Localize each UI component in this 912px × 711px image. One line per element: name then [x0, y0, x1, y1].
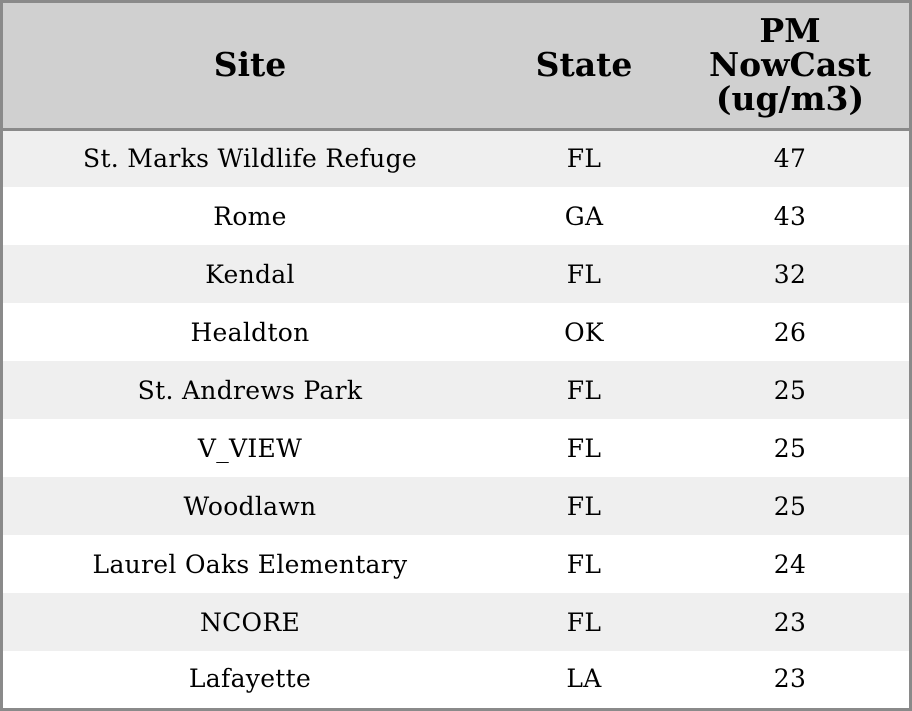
- table-row: Woodlawn FL 25: [3, 477, 909, 535]
- data-table: Site State PM NowCast (ug/m3) St. Marks Wild…: [3, 3, 909, 706]
- state-cell: LA: [566, 664, 602, 693]
- state-cell: FL: [566, 259, 602, 289]
- column-header-line: (ug/m3): [715, 79, 865, 119]
- state-cell: GA: [564, 201, 604, 231]
- site-cell: Laurel Oaks Elementary: [92, 549, 408, 579]
- pm-nowcast-cell: 25: [773, 433, 807, 463]
- site-cell: Rome: [213, 201, 287, 231]
- column-header-line: Site: [213, 45, 287, 85]
- table-row: V_VIEW FL 25: [3, 419, 909, 477]
- state-cell: FL: [566, 491, 602, 521]
- column-header-line: State: [535, 45, 633, 85]
- pm-nowcast-cell: 43: [773, 201, 807, 231]
- pm-nowcast-cell: 47: [773, 144, 807, 174]
- site-cell: V_VIEW: [197, 433, 303, 463]
- table-row: Laurel Oaks Elementary FL 24: [3, 535, 909, 593]
- state-cell: FL: [566, 549, 602, 579]
- pm-nowcast-cell: 32: [773, 259, 807, 289]
- site-cell: St. Andrews Park: [137, 375, 363, 405]
- pm-nowcast-cell: 23: [773, 607, 807, 637]
- site-cell: Woodlawn: [183, 491, 317, 521]
- state-cell: FL: [566, 144, 602, 174]
- site-cell: Lafayette: [188, 664, 312, 693]
- site-cell: NCORE: [199, 607, 301, 637]
- table-row: Kendal FL 32: [3, 245, 909, 303]
- table-row: St. Andrews Park FL 25: [3, 361, 909, 419]
- table-row: Healdton OK 26: [3, 303, 909, 361]
- state-cell: OK: [564, 317, 604, 347]
- pm-nowcast-cell: 25: [773, 375, 807, 405]
- site-cell: St. Marks Wildlife Refuge: [83, 144, 417, 174]
- table-row: St. Marks Wildlife Refuge FL 47: [3, 129, 909, 187]
- state-cell: FL: [566, 375, 602, 405]
- column-header-state: State: [497, 3, 671, 131]
- pm-nowcast-cell: 24: [773, 549, 807, 579]
- state-cell: FL: [566, 607, 602, 637]
- state-cell: FL: [566, 433, 602, 463]
- pm-nowcast-cell: 23: [773, 664, 807, 693]
- pm-nowcast-cell: 25: [773, 491, 807, 521]
- pm-nowcast-cell: 26: [773, 317, 807, 347]
- site-cell: Kendal: [205, 259, 295, 289]
- header-row: Site State PM NowCast (ug/m3): [3, 3, 909, 131]
- column-header-line: PM: [759, 11, 821, 51]
- table-row: NCORE FL 23: [3, 593, 909, 651]
- site-cell: Healdton: [190, 317, 310, 347]
- table-header: Site State PM NowCast (ug/m3): [3, 3, 909, 131]
- column-header-site: Site: [3, 3, 497, 131]
- table-row: Lafayette LA 23: [3, 651, 909, 706]
- column-header-line: NowCast: [708, 45, 872, 85]
- table-body: St. Marks Wildlife Refuge FL 47 Rome GA 43 Ken…: [3, 129, 909, 706]
- table-row: Rome GA 43: [3, 187, 909, 245]
- column-header-pm-nowcast: PM NowCast (ug/m3): [671, 3, 909, 131]
